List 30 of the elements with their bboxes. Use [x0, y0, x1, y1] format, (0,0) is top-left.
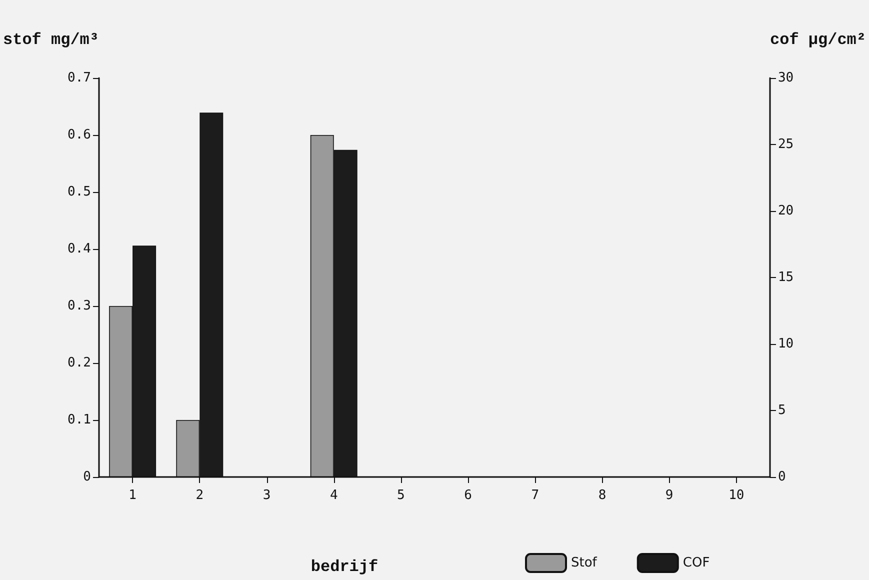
y-tick-label: 0.7 [68, 70, 92, 86]
x-tick-label: 6 [464, 488, 472, 503]
x-tick-label: 10 [728, 488, 744, 503]
x-tick-label: 9 [665, 488, 674, 503]
x-tick-label: 7 [531, 488, 540, 503]
x-tick-label: 4 [330, 488, 338, 503]
x-tick-label: 5 [397, 488, 405, 503]
y2-tick-label: 5 [778, 403, 786, 418]
y2-tick-label: 25 [778, 137, 794, 152]
y-tick-label: 0.2 [68, 356, 92, 370]
y2-tick-label: 15 [778, 270, 794, 285]
x-tick-label: 2 [196, 488, 204, 503]
y-tick-label: 0.1 [68, 412, 92, 428]
legend-label: COF [682, 556, 710, 570]
y-tick-label: 0.5 [68, 184, 92, 200]
y2-tick-label: 20 [778, 204, 794, 218]
y-tick-label: 0.6 [68, 128, 92, 142]
y2-tick-label: 30 [778, 70, 794, 86]
y-axis-title: stof mg/m³ [3, 31, 100, 49]
y-tick-label: 0.4 [68, 242, 92, 256]
x-tick-label: 8 [598, 488, 606, 503]
x-tick-label: 1 [128, 488, 136, 503]
y2-axis-title: cof μg/cm² [770, 31, 866, 49]
y-tick-label: 0 [83, 470, 92, 484]
x-tick-label: 3 [262, 488, 271, 503]
x-axis-title: bedrijf [310, 558, 378, 576]
y2-tick-label: 10 [778, 336, 794, 352]
y-tick-label: 0.3 [68, 298, 92, 314]
legend-label: Stof [571, 556, 598, 570]
y2-tick-label: 0 [778, 470, 786, 484]
